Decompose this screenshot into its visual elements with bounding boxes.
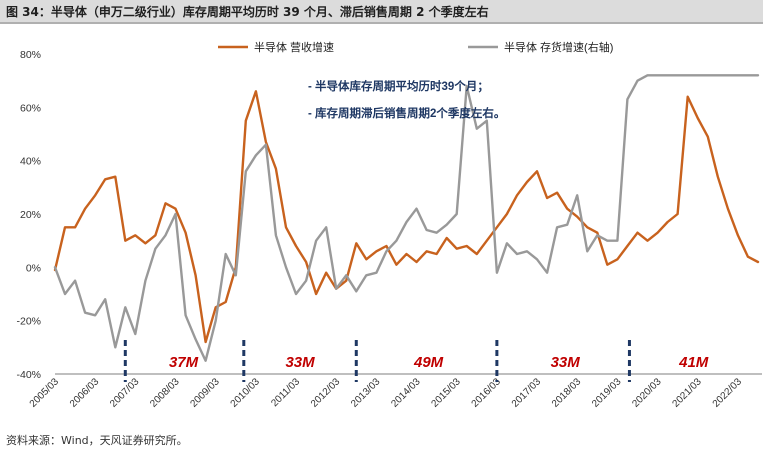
title-bar: [0, 0, 763, 22]
x-tick-label: 2022/03: [711, 376, 745, 410]
source-note: 资料来源：Wind，天风证券研究所。: [6, 434, 188, 447]
y-tick-label: 0%: [26, 262, 41, 274]
cycle-label: 33M: [551, 354, 581, 371]
x-tick-label: 2019/03: [590, 376, 624, 410]
x-tick-label: 2006/03: [68, 376, 102, 410]
x-tick-label: 2015/03: [429, 376, 463, 410]
series-line-inventory: [53, 74, 760, 362]
y-tick-label: 60%: [20, 102, 41, 114]
y-tick-label: 80%: [20, 49, 41, 61]
legend-label: 半导体 存货增速(右轴): [504, 40, 613, 54]
figure-title: 图 34：半导体（申万二级行业）库存周期平均历时 39 个月、滞后销售周期 2 …: [6, 5, 489, 19]
x-tick-label: 2020/03: [630, 376, 664, 410]
y-tick-label: 20%: [20, 209, 41, 221]
x-tick-label: 2014/03: [389, 376, 423, 410]
y-tick-label: 40%: [20, 156, 41, 168]
cycle-label: 37M: [169, 354, 199, 371]
legend-label: 半导体 营收增速: [254, 40, 334, 54]
x-tick-label: 2011/03: [269, 376, 302, 409]
title-rule: [0, 22, 763, 24]
annotation-text: - 库存周期滞后销售周期2个季度左右。: [308, 106, 505, 120]
x-tick-label: 2005/03: [28, 376, 62, 410]
x-tick-label: 2018/03: [550, 376, 584, 410]
x-tick-label: 2009/03: [188, 376, 222, 410]
annotation-text: - 半导体库存周期平均历时39个月；: [308, 79, 489, 93]
x-tick-label: 2008/03: [148, 376, 182, 410]
cycle-label: 41M: [678, 354, 709, 371]
cycle-label: 33M: [285, 354, 315, 371]
series-line-revenue: [53, 90, 760, 344]
y-tick-label: -40%: [16, 369, 41, 381]
cycle-label: 49M: [413, 354, 444, 371]
x-tick-label: 2021/03: [671, 376, 705, 410]
x-tick-label: 2013/03: [349, 376, 383, 410]
x-tick-label: 2010/03: [229, 376, 263, 410]
x-tick-label: 2012/03: [309, 376, 343, 410]
x-tick-label: 2017/03: [510, 376, 544, 410]
y-tick-label: -20%: [16, 316, 41, 328]
